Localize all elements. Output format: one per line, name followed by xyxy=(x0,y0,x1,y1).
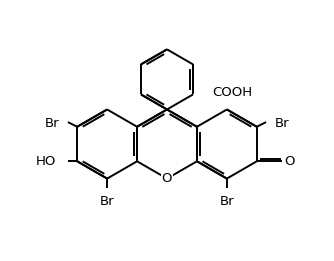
Text: Br: Br xyxy=(100,195,115,208)
Text: Br: Br xyxy=(44,117,59,130)
Text: O: O xyxy=(285,155,295,168)
Text: HO: HO xyxy=(36,155,56,168)
Text: COOH: COOH xyxy=(212,86,253,99)
Text: Br: Br xyxy=(275,117,290,130)
Text: Br: Br xyxy=(219,195,234,208)
Text: O: O xyxy=(162,172,172,185)
